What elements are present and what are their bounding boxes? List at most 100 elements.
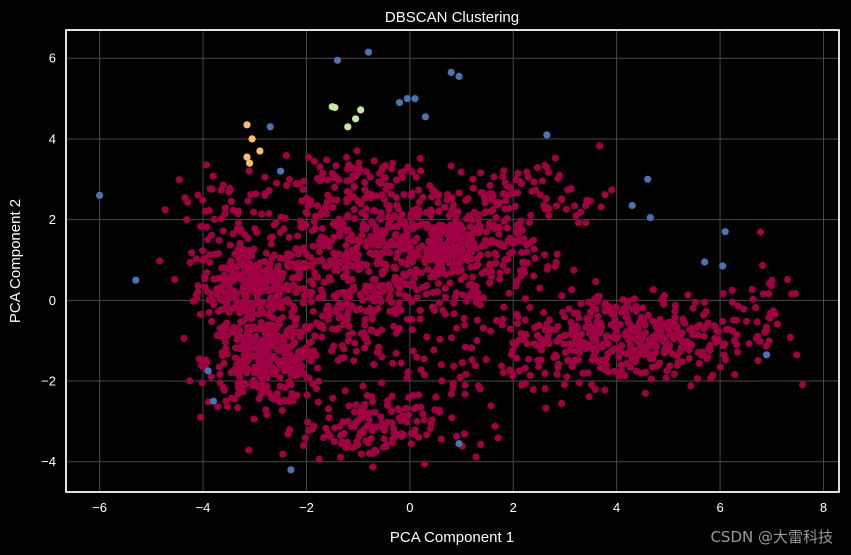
scatter-point <box>192 255 200 263</box>
scatter-point <box>455 72 463 80</box>
scatter-point <box>213 291 221 299</box>
scatter-point <box>551 154 559 162</box>
scatter-point <box>447 268 455 277</box>
scatter-point <box>210 215 218 223</box>
scatter-point <box>300 285 308 293</box>
scatter-point <box>351 215 359 223</box>
scatter-point <box>470 239 478 248</box>
scatter-point <box>362 282 370 290</box>
scatter-point <box>639 304 647 312</box>
scatter-point <box>492 251 500 260</box>
scatter-point <box>308 288 316 296</box>
scatter-point <box>206 251 214 259</box>
scatter-point <box>260 285 268 293</box>
scatter-point <box>202 356 210 364</box>
scatter-point <box>251 363 259 371</box>
scatter-point <box>277 213 285 221</box>
scatter-point <box>285 286 293 294</box>
scatter-point <box>634 332 642 340</box>
scatter-point <box>759 290 768 298</box>
scatter-point <box>216 325 224 333</box>
scatter-point <box>229 230 237 238</box>
scatter-point <box>199 247 207 255</box>
scatter-point <box>512 354 521 362</box>
scatter-point <box>329 394 337 402</box>
scatter-point <box>563 373 571 381</box>
scatter-point <box>382 246 390 255</box>
y-tick-label: −2 <box>41 374 56 389</box>
scatter-point <box>474 295 483 303</box>
scatter-point <box>446 249 454 257</box>
scatter-point <box>201 283 209 291</box>
scatter-point <box>309 307 318 315</box>
scatter-point <box>597 319 605 327</box>
scatter-point <box>439 306 447 314</box>
scatter-point <box>265 209 273 218</box>
scatter-point <box>623 313 632 321</box>
scatter-point <box>281 397 289 405</box>
scatter-point <box>617 361 625 369</box>
scatter-point <box>488 236 496 244</box>
scatter-point <box>554 322 562 331</box>
scatter-point <box>305 426 313 434</box>
scatter-point <box>275 291 283 299</box>
scatter-point <box>601 191 609 199</box>
scatter-point <box>330 219 338 227</box>
scatter-point <box>711 322 719 330</box>
scatter-point <box>517 179 526 188</box>
scatter-point <box>581 339 589 347</box>
scatter-point <box>194 288 202 296</box>
scatter-point <box>351 339 359 347</box>
scatter-point <box>415 198 423 206</box>
scatter-point <box>328 347 336 355</box>
scatter-point <box>403 374 411 382</box>
scatter-point <box>290 281 298 289</box>
scatter-point <box>423 208 431 216</box>
scatter-point <box>414 186 422 194</box>
scatter-point <box>255 395 263 403</box>
scatter-point <box>560 340 568 348</box>
scatter-point <box>685 354 693 362</box>
scatter-point <box>369 463 377 471</box>
scatter-point <box>234 383 242 391</box>
scatter-point <box>630 295 639 303</box>
scatter-point <box>617 348 625 356</box>
scatter-point <box>389 159 397 167</box>
scatter-point <box>197 222 205 231</box>
scatter-point <box>396 219 404 227</box>
scatter-point <box>299 353 307 361</box>
scatter-point <box>208 317 216 325</box>
scatter-point <box>748 285 756 294</box>
scatter-point <box>496 199 504 207</box>
scatter-point <box>227 305 235 313</box>
scatter-point <box>460 314 468 322</box>
scatter-point <box>229 277 237 285</box>
scatter-point <box>466 245 474 253</box>
scatter-point <box>468 356 476 364</box>
scatter-point <box>420 371 428 379</box>
scatter-point <box>243 153 251 161</box>
scatter-point <box>397 359 405 367</box>
scatter-point <box>450 310 458 318</box>
scatter-point <box>423 431 431 439</box>
scatter-point <box>221 204 229 212</box>
scatter-point <box>641 350 649 359</box>
scatter-point <box>719 317 727 325</box>
data-points <box>96 48 807 474</box>
scatter-point <box>236 239 244 247</box>
scatter-point <box>362 212 370 220</box>
scatter-point <box>577 330 586 338</box>
scatter-point <box>360 402 369 410</box>
scatter-point <box>652 343 661 351</box>
scatter-point <box>567 318 575 326</box>
scatter-point <box>656 320 665 328</box>
scatter-point <box>430 346 438 354</box>
scatter-point <box>533 331 542 340</box>
scatter-point <box>226 241 234 249</box>
x-tick-label: 2 <box>510 500 517 515</box>
scatter-point <box>206 185 214 193</box>
scatter-point <box>461 381 469 389</box>
scatter-point <box>561 331 569 339</box>
scatter-point <box>457 168 465 176</box>
scatter-point <box>784 275 792 284</box>
